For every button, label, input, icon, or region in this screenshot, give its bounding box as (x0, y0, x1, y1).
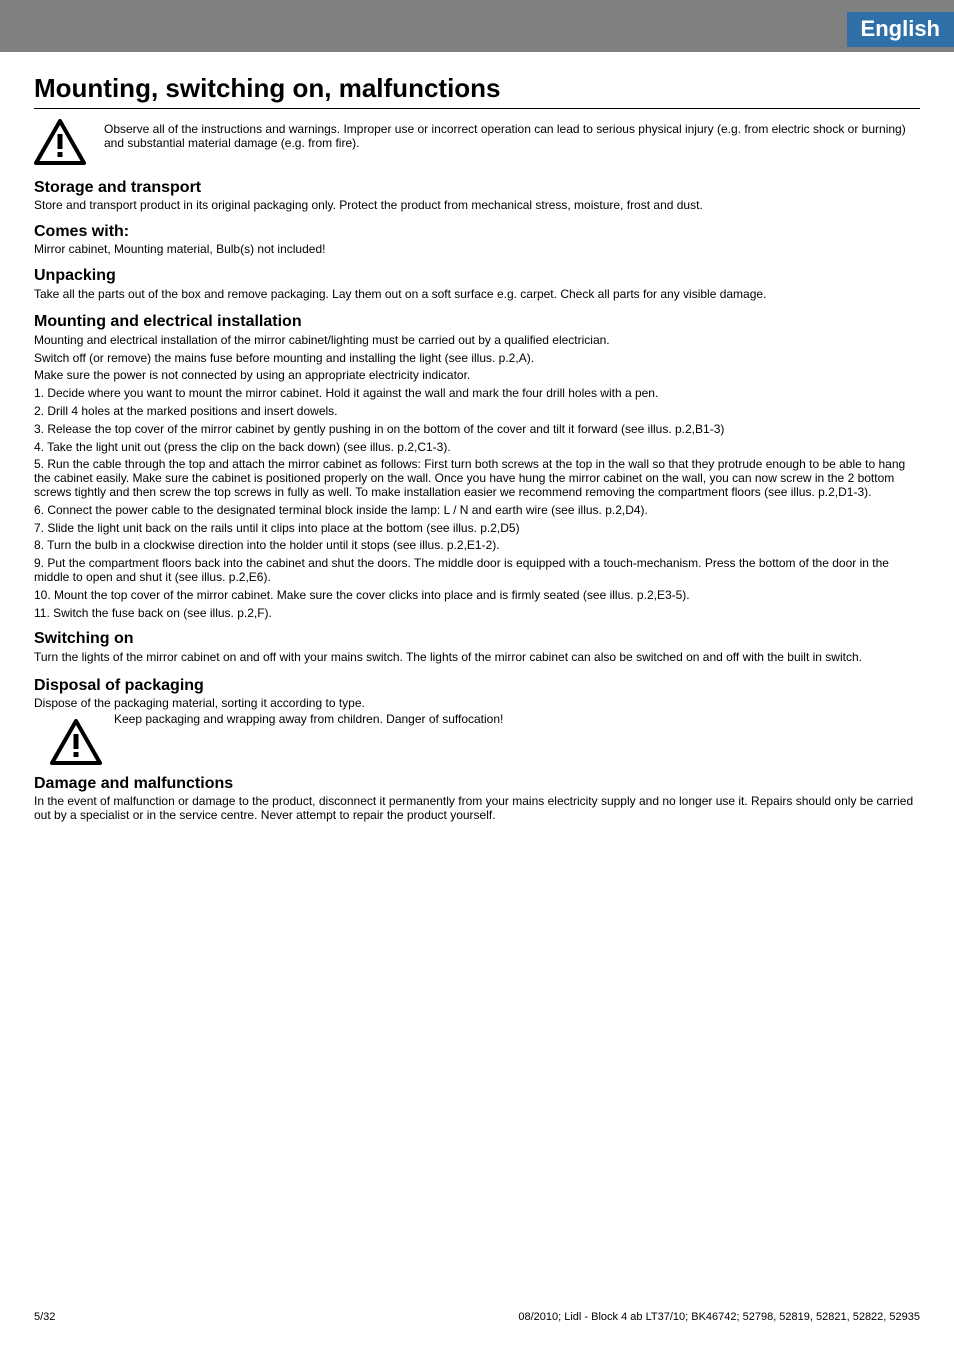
storage-text: Store and transport product in its origi… (34, 199, 920, 213)
content-area: Mounting, switching on, malfunctions Obs… (0, 52, 954, 823)
mounting-line-2: Make sure the power is not connected by … (34, 369, 920, 383)
comes-with-text: Mirror cabinet, Mounting material, Bulb(… (34, 243, 920, 257)
warning-icon (50, 719, 102, 765)
unpacking-heading: Unpacking (34, 267, 920, 285)
storage-heading: Storage and transport (34, 179, 920, 197)
mounting-line-0: Mounting and electrical installation of … (34, 334, 920, 348)
warning-icon (34, 119, 86, 165)
footer: 5/32 08/2010; Lidl - Block 4 ab LT37/10;… (34, 1311, 920, 1324)
damage-text: In the event of malfunction or damage to… (34, 795, 920, 823)
mounting-line-5: 3. Release the top cover of the mirror c… (34, 423, 920, 437)
disposal-line1: Dispose of the packaging material, sorti… (34, 697, 920, 711)
unpacking-text: Take all the parts out of the box and re… (34, 288, 920, 302)
mounting-line-12: 10. Mount the top cover of the mirror ca… (34, 589, 920, 603)
title-divider (34, 108, 920, 109)
mounting-line-4: 2. Drill 4 holes at the marked positions… (34, 405, 920, 419)
mounting-line-9: 7. Slide the light unit back on the rail… (34, 522, 920, 536)
switching-on-text: Turn the lights of the mirror cabinet on… (34, 651, 920, 665)
disposal-warning-text: Keep packaging and wrapping away from ch… (34, 713, 920, 727)
mounting-line-3: 1. Decide where you want to mount the mi… (34, 387, 920, 401)
mounting-line-11: 9. Put the compartment floors back into … (34, 557, 920, 585)
mounting-line-8: 6. Connect the power cable to the design… (34, 504, 920, 518)
header-bar: English (0, 0, 954, 52)
mounting-line-7: 5. Run the cable through the top and att… (34, 458, 920, 499)
mounting-line-10: 8. Turn the bulb in a clockwise directio… (34, 539, 920, 553)
mounting-line-13: 11. Switch the fuse back on (see illus. … (34, 607, 920, 621)
footer-info: 08/2010; Lidl - Block 4 ab LT37/10; BK46… (518, 1311, 920, 1324)
disposal-heading: Disposal of packaging (34, 677, 920, 695)
top-warning-text: Observe all of the instructions and warn… (104, 119, 920, 151)
footer-page: 5/32 (34, 1311, 55, 1324)
disposal-warning-block: Keep packaging and wrapping away from ch… (34, 713, 920, 765)
damage-heading: Damage and malfunctions (34, 775, 920, 793)
comes-with-heading: Comes with: (34, 223, 920, 241)
mounting-line-1: Switch off (or remove) the mains fuse be… (34, 352, 920, 366)
mounting-line-6: 4. Take the light unit out (press the cl… (34, 441, 920, 455)
language-badge: English (847, 12, 954, 47)
page-title: Mounting, switching on, malfunctions (34, 74, 920, 104)
switching-on-heading: Switching on (34, 630, 920, 648)
top-warning-row: Observe all of the instructions and warn… (34, 119, 920, 165)
mounting-heading: Mounting and electrical installation (34, 313, 920, 331)
